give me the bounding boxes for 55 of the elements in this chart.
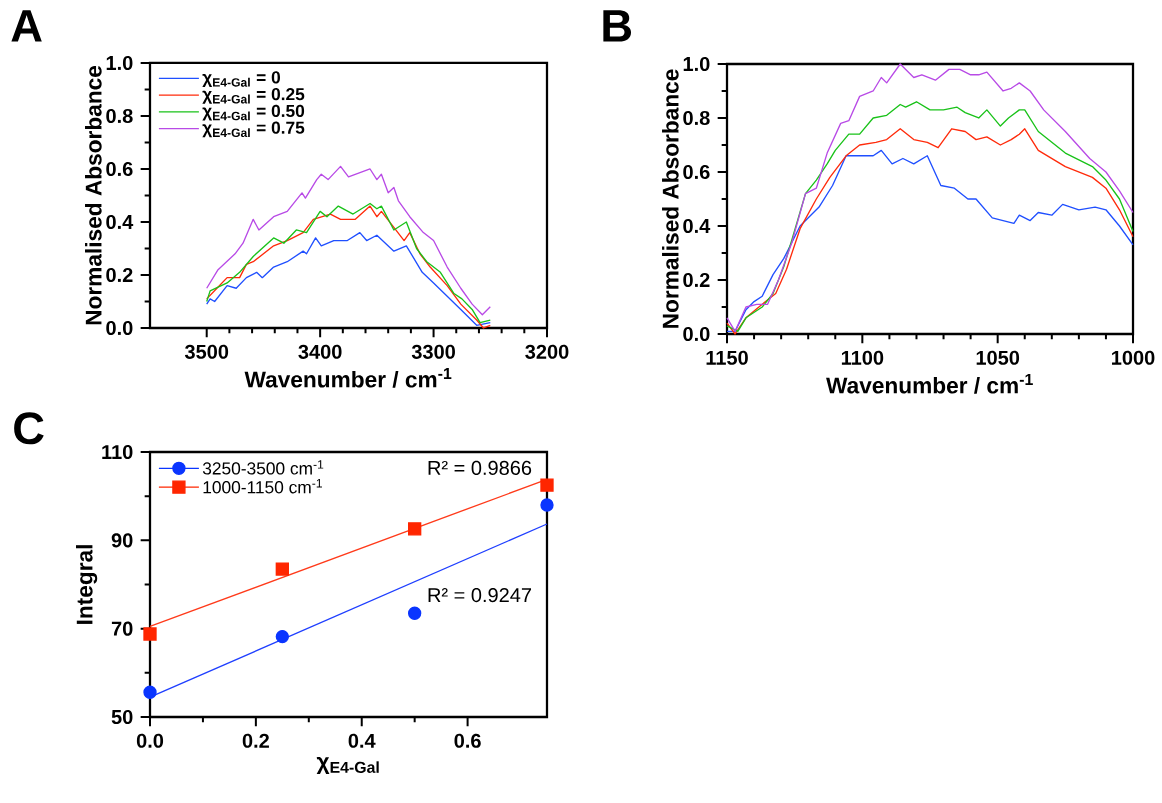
x-axis-title: Wavenumber / cm$^{-1}$: [826, 374, 1033, 394]
x-tick-label: 3200: [525, 344, 569, 359]
legend-label: χ$_{E4-Gal}$ = 0.50: [202, 104, 305, 121]
legend-label: χ$_{E4-Gal}$ = 0.25: [202, 88, 305, 104]
y-axis-title: Normalised Absorbance: [662, 69, 679, 328]
line-series: [206, 231, 491, 327]
y-tick-label: 0.0: [106, 320, 133, 336]
chart-title: B: [603, 10, 632, 42]
x-tick-label: 1000: [1112, 350, 1155, 365]
x-axis-title: Wavenumber / cm$^{-1}$: [244, 368, 452, 388]
y-tick-label: 1.0: [683, 56, 710, 72]
point: [407, 606, 422, 620]
point: [275, 629, 290, 644]
x-tick-label: 1150: [706, 350, 748, 365]
legend-label: χ$_{E4-Gal}$ = 0: [202, 71, 280, 87]
x-tick-label: 0.0: [136, 733, 164, 748]
y-tick-label: 110: [102, 444, 133, 460]
y-tick-label: 0.4: [683, 218, 711, 234]
point: [540, 478, 554, 492]
point: [407, 522, 422, 536]
x-tick-label: 0.4: [348, 733, 376, 748]
point: [275, 562, 290, 576]
y-tick-label: 0.2: [683, 272, 710, 288]
x-tick-label: 0.2: [242, 733, 269, 748]
x-tick-label: 0.6: [454, 733, 481, 748]
x-tick-label: 3300: [411, 344, 455, 359]
y-tick-label: 0.4: [106, 214, 134, 230]
y-tick-label: 0.0: [683, 326, 710, 342]
y-tick-label: 70: [111, 621, 133, 636]
x-tick-label: 1050: [976, 350, 1020, 365]
x-tick-label: 3400: [298, 344, 342, 359]
y-tick-label: 0.6: [106, 161, 133, 177]
y-tick-label: 50: [111, 709, 133, 725]
y-tick-label: 1.0: [106, 55, 133, 71]
legend-label: 3250-3500 cm$^{-1}$: [202, 460, 324, 475]
legend-label: χ$_{E4-Gal}$ = 0.75: [202, 121, 305, 138]
y-axis-title: Normalised Absorbance: [85, 65, 102, 325]
annotation: R² = 0.9866: [428, 460, 532, 475]
y-tick-label: 0.6: [683, 164, 710, 180]
y-tick-label: 0.2: [106, 267, 133, 283]
legend-label: 1000-1150 cm$^{-1}$: [203, 479, 322, 494]
x-tick-label: 1100: [841, 350, 884, 365]
y-tick-label: 0.8: [683, 110, 710, 126]
point: [143, 627, 157, 641]
point: [540, 498, 554, 512]
y-axis-title: Integral: [75, 545, 98, 624]
annotation: R² = 0.9247: [428, 588, 532, 603]
y-tick-label: 0.8: [106, 108, 133, 124]
x-axis-title: χ$_{E4-Gal}$: [316, 757, 379, 774]
point: [143, 685, 157, 699]
chart-title: C: [14, 412, 44, 445]
chart-title: A: [11, 10, 42, 42]
line-series: [206, 165, 491, 316]
x-tick-label: 3500: [184, 344, 229, 359]
y-tick-label: 90: [111, 533, 133, 548]
